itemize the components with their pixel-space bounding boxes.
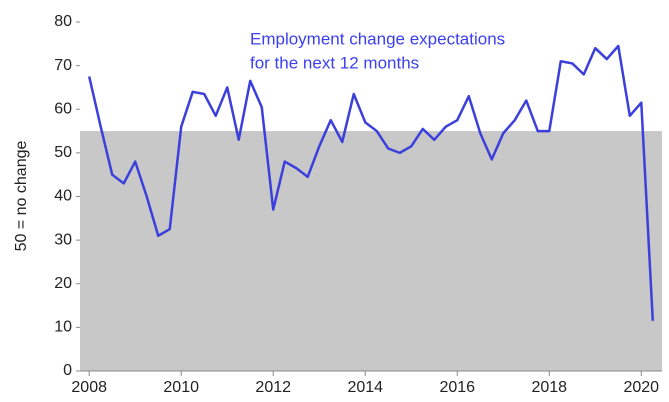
x-tick-label: 2020: [623, 379, 659, 396]
y-tick-label: 80: [54, 13, 72, 30]
x-tick-label: 2014: [347, 379, 383, 396]
y-tick-label: 10: [54, 319, 72, 336]
y-tick-label: 30: [54, 231, 72, 248]
annotation: Employment change expectations: [250, 29, 505, 48]
y-tick-label: 70: [54, 57, 72, 74]
x-tick-label: 2008: [71, 379, 107, 396]
y-tick-label: 40: [54, 188, 72, 205]
data-line: [87, 44, 655, 321]
x-tick-label: 2010: [163, 379, 199, 396]
x-tick-label: 2016: [439, 379, 475, 396]
y-tick-label: 0: [63, 362, 72, 379]
y-tick-label: 20: [54, 275, 72, 292]
y-axis-label: 50 = no change: [13, 141, 30, 252]
shaded-band: [80, 131, 662, 371]
y-tick-label: 50: [54, 144, 72, 161]
annotation: for the next 12 months: [250, 53, 419, 72]
x-tick-label: 2012: [255, 379, 291, 396]
x-tick-label: 2018: [531, 379, 567, 396]
y-tick-label: 60: [54, 100, 72, 117]
